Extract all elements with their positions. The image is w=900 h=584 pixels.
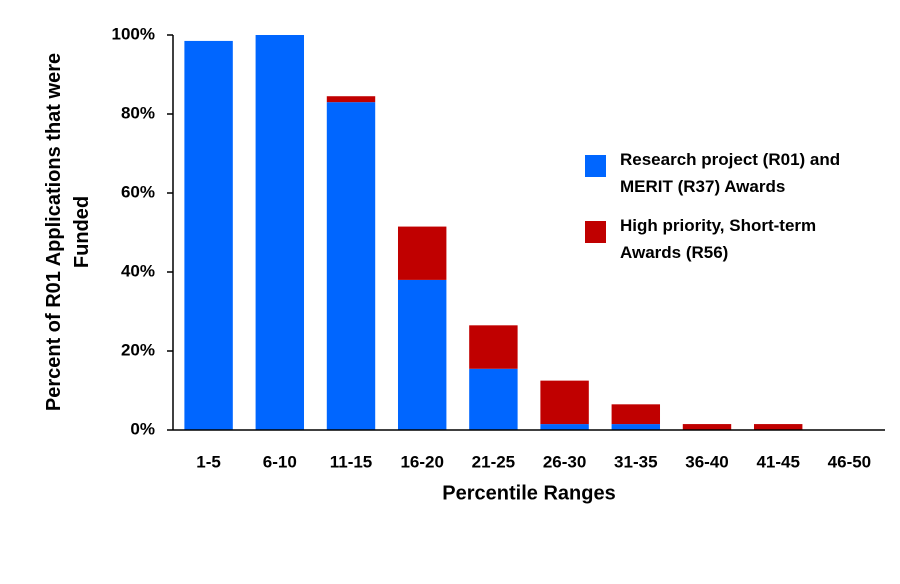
x-tick-label: 26-30: [543, 452, 586, 471]
x-tick-label: 36-40: [685, 452, 728, 471]
x-tick-label: 6-10: [263, 452, 297, 471]
y-tick-label: 60%: [121, 182, 155, 201]
y-tick-label: 100%: [112, 24, 155, 43]
x-tick-label: 31-35: [614, 452, 657, 471]
bar-segment: [540, 424, 589, 430]
bar-segment: [397, 279, 447, 430]
x-tick-label: 46-50: [828, 452, 871, 471]
bar-segment: [469, 368, 518, 430]
bar-segment: [326, 96, 376, 103]
x-tick-label: 11-15: [330, 452, 373, 471]
y-tick-label: 80%: [121, 103, 155, 122]
bar-segment: [753, 424, 803, 430]
x-tick-label: 1-5: [196, 452, 221, 471]
x-tick-label: 21-25: [472, 452, 515, 471]
bar-segment: [326, 102, 376, 431]
x-axis-label: Percentile Ranges: [442, 482, 615, 504]
bar-segment: [469, 325, 518, 369]
x-tick-label: 41-45: [756, 452, 799, 471]
y-tick-label: 20%: [121, 340, 155, 359]
bar-segment: [397, 226, 447, 280]
legend-label: High priority, Short-term Awards (R56): [620, 216, 817, 262]
bar-segment: [611, 404, 661, 425]
legend-swatch: [585, 221, 606, 243]
y-tick-label: 0%: [130, 419, 155, 438]
bar-segment: [184, 40, 233, 431]
y-axis-label: Percent of R01 Applications that were Fu…: [43, 52, 93, 412]
y-tick-label: 40%: [121, 261, 155, 280]
legend-label: Research project (R01) and MERIT (R37) A…: [620, 150, 841, 196]
legend-swatch: [585, 155, 606, 177]
bar-segment: [611, 424, 661, 430]
bar-segment: [540, 380, 589, 425]
bar-segment: [255, 35, 305, 430]
bar-segment: [682, 424, 732, 430]
x-tick-label: 16-20: [400, 452, 443, 471]
